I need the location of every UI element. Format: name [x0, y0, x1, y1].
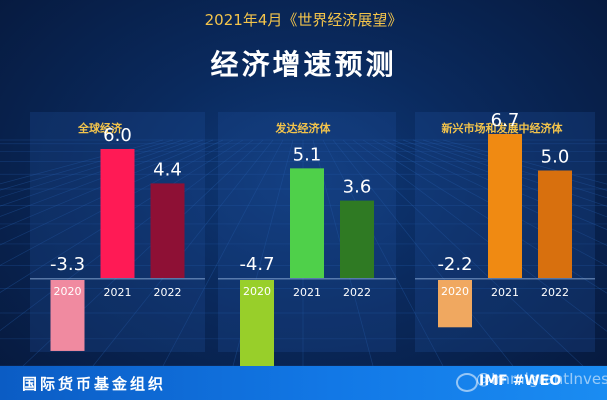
grid-line [382, 139, 607, 246]
bar [100, 149, 135, 278]
bar [240, 280, 274, 382]
data-label: 5.1 [293, 144, 322, 165]
category-label: 2022 [154, 286, 182, 299]
zero-baseline [30, 278, 205, 280]
category-label: 2021 [293, 286, 321, 299]
category-label: 2021 [491, 286, 519, 299]
category-label: 2022 [343, 286, 371, 299]
grid-line [0, 139, 184, 198]
category-label: 2020 [54, 285, 82, 298]
panel-title: 新兴市场和发展中经济体 [442, 121, 564, 135]
zero-baseline [218, 278, 396, 280]
hashtag: IMF #WEO [479, 373, 562, 389]
page-title: 经济增速预测 [210, 48, 397, 81]
grid-line [372, 139, 607, 267]
data-label: 6.0 [103, 125, 132, 146]
data-label: -2.2 [437, 254, 472, 275]
bar [290, 168, 324, 278]
panel-title: 发达经济体 [275, 121, 332, 135]
data-label: 4.4 [153, 159, 182, 180]
grid-line [0, 139, 174, 191]
supertitle: 2021年4月《世界经济展望》 [204, 11, 403, 29]
grid-line [332, 139, 514, 367]
zero-baseline [415, 278, 595, 280]
grid-line [392, 139, 607, 230]
grid-line [412, 139, 607, 207]
data-label: 6.7 [491, 110, 520, 131]
data-label: 3.6 [343, 177, 372, 198]
category-label: 2020 [441, 285, 469, 298]
data-label: -4.7 [239, 254, 274, 275]
weibo-icon [456, 373, 478, 392]
grid-line [0, 139, 224, 246]
footer-bar [0, 366, 607, 400]
grid-line [162, 139, 284, 367]
grid-line [442, 139, 607, 185]
grid-line [322, 139, 444, 367]
grid-line [0, 139, 234, 266]
bar [340, 200, 374, 278]
grid-line [0, 139, 194, 207]
data-label: -3.3 [50, 254, 85, 275]
bar [538, 170, 572, 278]
category-label: 2020 [243, 285, 271, 298]
bar [150, 183, 185, 278]
bar [50, 280, 85, 351]
data-label: 5.0 [541, 147, 570, 168]
bar [488, 133, 522, 278]
organization-name: 国际货币基金组织 [22, 375, 167, 393]
bar [438, 280, 472, 328]
panel-title: 全球经济 [77, 121, 123, 135]
watermark: @ImmigrantInvest [476, 370, 607, 388]
grid-line [342, 139, 584, 367]
grid-line [0, 139, 164, 185]
category-label: 2021 [104, 286, 132, 299]
grid-line [0, 139, 244, 293]
category-label: 2022 [541, 286, 569, 299]
